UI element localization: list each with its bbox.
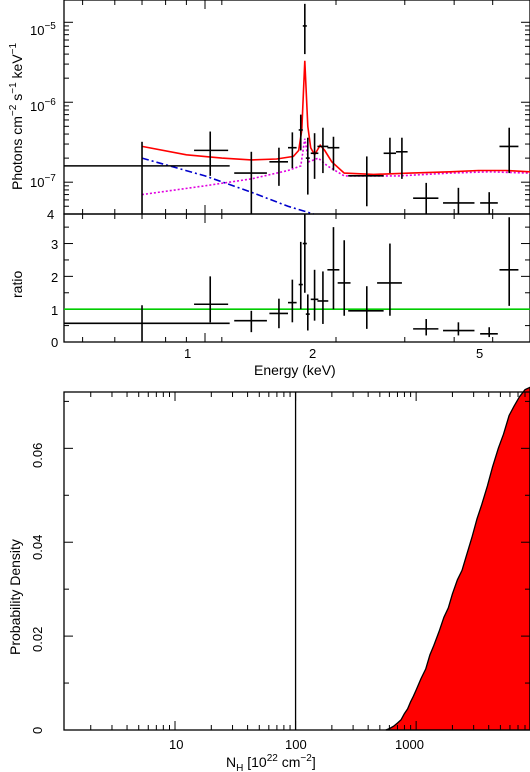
model-total-line xyxy=(141,60,530,176)
posterior-xlabel: NH [1022 cm−2] xyxy=(226,753,316,772)
ratio-data xyxy=(64,214,530,342)
spectrum-data xyxy=(64,3,530,215)
ratio-ytick-3: 3 xyxy=(51,237,58,252)
ratio-ylabel: ratio xyxy=(9,271,25,298)
posterior-ytick-0: 0 xyxy=(30,727,45,734)
posterior-data xyxy=(294,386,530,731)
spectrum-ytick-1e-5: 10−5 xyxy=(30,21,56,38)
posterior-xtick-10: 10 xyxy=(169,737,183,752)
spectrum-ticks xyxy=(64,0,530,215)
ratio-xlabel: Energy (keV) xyxy=(254,362,336,378)
posterior-panel: 0 0.02 0.04 0.06 Probability Density 10 … xyxy=(7,386,530,772)
posterior-ytick-006: 0.06 xyxy=(30,443,45,468)
ratio-frame xyxy=(63,213,530,343)
spectrum-ylabel: Photons cm−2 s−1 keV−1 xyxy=(8,43,25,190)
ratio-ytick-2: 2 xyxy=(51,270,58,285)
spectrum-panel: 10−5 10−6 10−7 4 Photons cm−2 s−1 keV−1 xyxy=(8,0,530,222)
ratio-xtick-2: 2 xyxy=(309,346,316,361)
spectrum-frame xyxy=(63,0,530,215)
spectrum-ytick-1e-7: 10−7 xyxy=(30,173,56,190)
ratio-panel: 0 1 2 3 ratio 1 2 5 Energy (keV) xyxy=(9,213,530,378)
ratio-ytick-1: 1 xyxy=(51,303,58,318)
posterior-frame xyxy=(63,391,530,731)
posterior-ytick-004: 0.04 xyxy=(30,535,45,560)
posterior-ylabel: Probability Density xyxy=(7,539,23,655)
ratio-xtick-5: 5 xyxy=(476,346,483,361)
posterior-xtick-100: 100 xyxy=(285,737,307,752)
ratio-ticks xyxy=(64,214,530,343)
spectrum-ytick-min: 4 xyxy=(47,207,54,222)
posterior-xtick-1000: 1000 xyxy=(395,737,424,752)
ratio-ytick-0: 0 xyxy=(51,335,58,350)
spectrum-ytick-1e-6: 10−6 xyxy=(30,97,56,114)
model-component-magenta xyxy=(141,138,530,196)
posterior-ticks xyxy=(64,392,530,731)
posterior-ytick-002: 0.02 xyxy=(30,627,45,652)
ratio-xtick-1: 1 xyxy=(184,346,191,361)
posterior-area xyxy=(385,386,530,731)
